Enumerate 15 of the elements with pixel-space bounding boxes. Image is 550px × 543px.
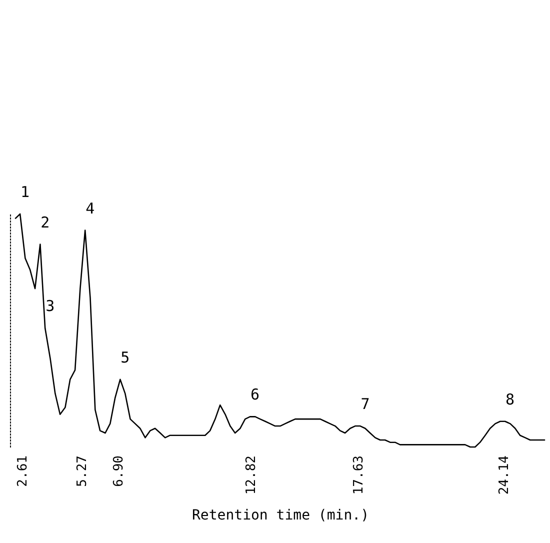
annotation: 7 [360,395,370,414]
x-tick-label: 24.14 [496,455,512,495]
x-tick-label: 2.61 [16,456,31,487]
annotation: 3 [46,297,55,316]
annotation: 6 [250,386,260,404]
annotation: 8 [506,390,515,408]
x-tick-label: 12.82 [244,456,259,495]
annotation: 2 [40,213,50,232]
annotation: 5 [120,348,130,366]
x-tick-label: 6.90 [111,456,126,487]
x-tick-label: 5.27 [75,456,90,487]
x-axis-title: Retention time (min.) [192,508,370,524]
annotation: 4 [86,199,95,218]
annotation: 1 [20,183,30,201]
x-tick-label: 17.63 [351,456,366,495]
